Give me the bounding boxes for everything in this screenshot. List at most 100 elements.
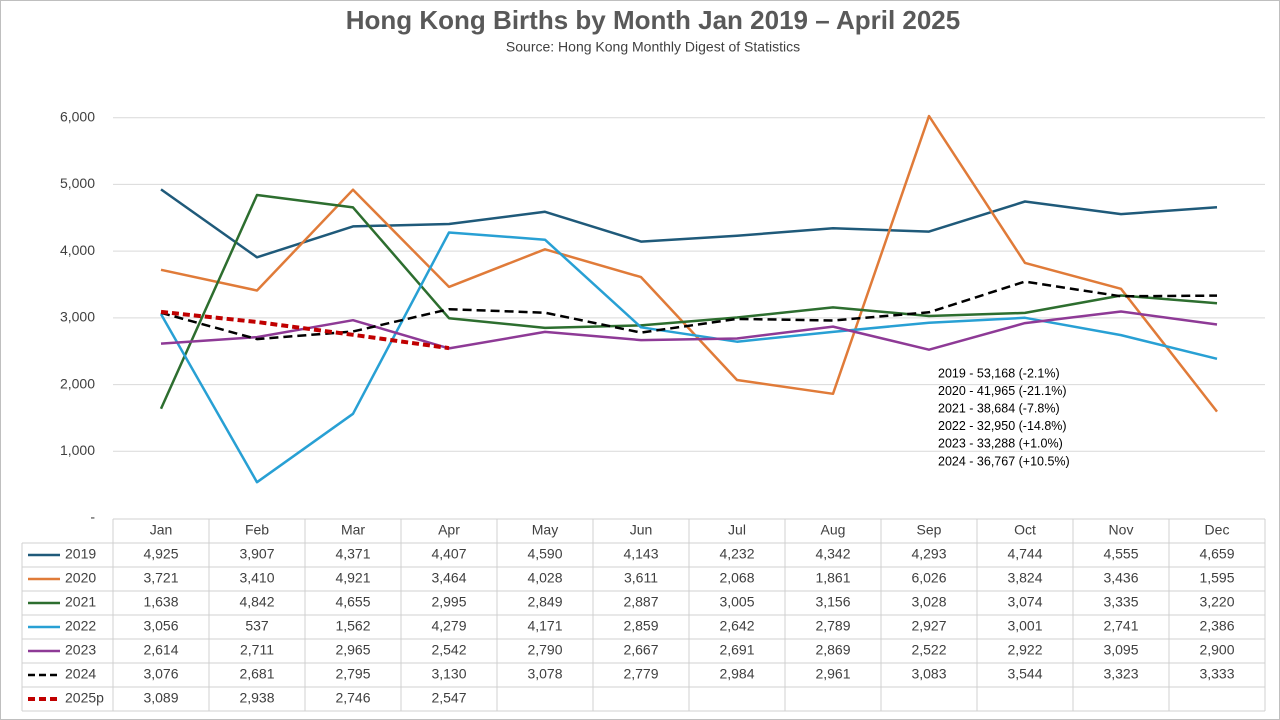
- table-value: 6,026: [911, 570, 946, 586]
- y-tick-label: -: [90, 509, 95, 525]
- table-value: 3,076: [143, 666, 178, 682]
- table-value: 2,859: [623, 618, 658, 634]
- table-value: 2,938: [239, 690, 274, 706]
- table-value: 2,961: [815, 666, 850, 682]
- table-value: 4,925: [143, 546, 178, 562]
- x-tick-label: Dec: [1205, 522, 1230, 538]
- table-value: 1,638: [143, 594, 178, 610]
- table-value: 2,922: [1007, 642, 1042, 658]
- series-line: [160, 309, 450, 351]
- x-tick-label: Jul: [728, 522, 746, 538]
- table-value: 3,078: [527, 666, 562, 682]
- table-value: 3,436: [1103, 570, 1138, 586]
- x-tick-label: Sep: [917, 522, 942, 538]
- table-value: 1,562: [335, 618, 370, 634]
- table-value: 3,824: [1007, 570, 1042, 586]
- table-value: 2,691: [719, 642, 754, 658]
- table-value: 2,887: [623, 594, 658, 610]
- table-value: 2,667: [623, 642, 658, 658]
- table-value: 4,371: [335, 546, 370, 562]
- table-value: 4,590: [527, 546, 562, 562]
- table-value: 2,746: [335, 690, 370, 706]
- annotation: 2020 - 41,965 (-21.1%): [938, 384, 1067, 398]
- table-value: 3,001: [1007, 618, 1042, 634]
- table-value: 2,614: [143, 642, 178, 658]
- x-tick-label: Nov: [1109, 522, 1134, 538]
- table-value: 2,790: [527, 642, 562, 658]
- table-value: 3,410: [239, 570, 274, 586]
- table-value: 3,721: [143, 570, 178, 586]
- table-value: 3,907: [239, 546, 274, 562]
- table-value: 2,642: [719, 618, 754, 634]
- table-value: 2,900: [1199, 642, 1234, 658]
- series-line: [160, 280, 1218, 341]
- table-value: 3,089: [143, 690, 178, 706]
- y-tick-label: 3,000: [60, 309, 95, 325]
- x-tick-label: Jun: [630, 522, 653, 538]
- table-value: 1,595: [1199, 570, 1234, 586]
- table-value: 2,779: [623, 666, 658, 682]
- table-value: 2,741: [1103, 618, 1138, 634]
- table-value: 4,293: [911, 546, 946, 562]
- table-value: 2,522: [911, 642, 946, 658]
- table-value: 2,542: [431, 642, 466, 658]
- table-value: 3,074: [1007, 594, 1042, 610]
- x-tick-label: May: [532, 522, 558, 538]
- table-value: 4,407: [431, 546, 466, 562]
- table-value: 2,965: [335, 642, 370, 658]
- table-value: 4,655: [335, 594, 370, 610]
- x-tick-label: Jan: [150, 522, 173, 538]
- table-value: 4,342: [815, 546, 850, 562]
- legend-label: 2019: [65, 546, 96, 562]
- x-tick-label: Mar: [341, 522, 365, 538]
- series-line: [159, 193, 1218, 410]
- table-value: 3,156: [815, 594, 850, 610]
- table-value: 4,921: [335, 570, 370, 586]
- table-value: 3,323: [1103, 666, 1138, 682]
- annotation: 2021 - 38,684 (-7.8%): [938, 401, 1060, 415]
- table-value: 3,333: [1199, 666, 1234, 682]
- table-value: 2,547: [431, 690, 466, 706]
- legend-label: 2020: [65, 570, 96, 586]
- table-value: 2,995: [431, 594, 466, 610]
- series-line: [160, 310, 1218, 351]
- table-value: 3,220: [1199, 594, 1234, 610]
- table-value: 3,130: [431, 666, 466, 682]
- y-tick-label: 2,000: [60, 375, 95, 391]
- chart-title: Hong Kong Births by Month Jan 2019 – Apr…: [346, 5, 960, 35]
- legend-label: 2023: [65, 642, 96, 658]
- table-value: 2,681: [239, 666, 274, 682]
- table-value: 537: [245, 618, 269, 634]
- table-value: 3,005: [719, 594, 754, 610]
- table-value: 2,869: [815, 642, 850, 658]
- legend-label: 2024: [65, 666, 96, 682]
- legend-label: 2022: [65, 618, 96, 634]
- table-value: 3,544: [1007, 666, 1042, 682]
- legend-label: 2021: [65, 594, 96, 610]
- table-value: 3,611: [624, 570, 658, 586]
- table-value: 2,927: [911, 618, 946, 634]
- table-value: 3,028: [911, 594, 946, 610]
- table-value: 4,744: [1007, 546, 1042, 562]
- table-value: 4,279: [431, 618, 466, 634]
- legend-label: 2025p: [65, 690, 104, 706]
- table-value: 4,659: [1199, 546, 1234, 562]
- annotation: 2023 - 33,288 (+1.0%): [938, 437, 1063, 451]
- table-value: 3,095: [1103, 642, 1138, 658]
- table-value: 2,795: [335, 666, 370, 682]
- annotation: 2024 - 36,767 (+10.5%): [938, 454, 1070, 468]
- table-value: 4,028: [527, 570, 562, 586]
- y-tick-label: 5,000: [60, 175, 95, 191]
- table-value: 4,143: [623, 546, 658, 562]
- table-value: 3,056: [143, 618, 178, 634]
- y-tick-label: 1,000: [60, 442, 95, 458]
- table-value: 4,171: [527, 618, 562, 634]
- x-tick-label: Apr: [438, 522, 460, 538]
- x-tick-label: Feb: [245, 522, 269, 538]
- annotation: 2019 - 53,168 (-2.1%): [938, 366, 1060, 380]
- table-value: 4,842: [239, 594, 274, 610]
- x-tick-label: Oct: [1014, 522, 1036, 538]
- chart-subtitle: Source: Hong Kong Monthly Digest of Stat…: [506, 39, 800, 55]
- table-value: 3,083: [911, 666, 946, 682]
